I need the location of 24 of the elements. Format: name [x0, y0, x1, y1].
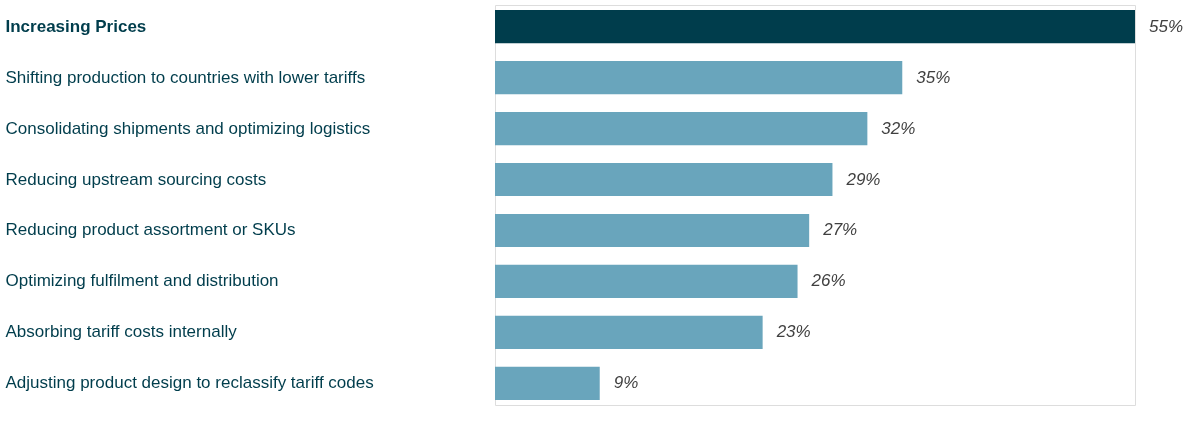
data-label: 55%: [1149, 16, 1184, 36]
bar: [495, 61, 903, 95]
data-label: 27%: [822, 220, 858, 240]
bar: [495, 112, 868, 146]
y-tick-label: Optimizing fulfilment and distribution: [5, 271, 279, 291]
data-label: 26%: [810, 271, 846, 291]
y-tick-label: Shifting production to countries with lower tariffs: [5, 67, 366, 87]
y-tick-label: Adjusting product design to reclassify tariff codes: [5, 373, 374, 393]
data-label: 35%: [916, 67, 951, 87]
data-label: 23%: [775, 322, 811, 342]
y-tick-label: Reducing upstream sourcing costs: [5, 169, 267, 189]
bar: [495, 213, 810, 248]
bar: [495, 366, 600, 400]
y-tick-label: Increasing Prices: [5, 16, 147, 36]
y-tick-label: Consolidating shipments and optimizing logistics: [5, 118, 371, 138]
y-tick-label: Absorbing tariff costs internally: [5, 322, 238, 342]
bar: [495, 162, 833, 197]
bar: [495, 10, 1135, 44]
bar: [495, 264, 798, 298]
bar: [495, 315, 763, 349]
data-label: 32%: [881, 118, 916, 138]
y-tick-label: Reducing product assortment or SKUs: [5, 220, 296, 240]
data-label: 29%: [845, 169, 881, 189]
data-label: 9%: [613, 373, 639, 393]
